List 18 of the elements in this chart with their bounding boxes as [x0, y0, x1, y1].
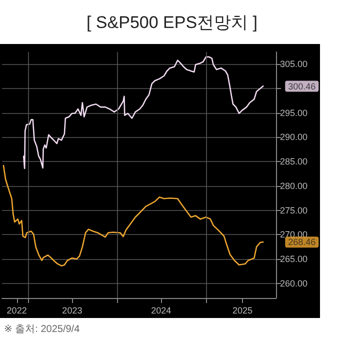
line-series	[2, 164, 264, 266]
y-tick-label: 260.00	[280, 278, 308, 288]
annotation: 300.46	[288, 81, 316, 92]
y-tick-label: 305.00	[280, 59, 308, 70]
chart-title: [ S&P500 EPS전망치 ]	[85, 12, 258, 34]
y-tick-label: 285.00	[280, 156, 308, 167]
y-tick-label: 290.00	[280, 132, 308, 142]
y-tick-label: 275.00	[280, 205, 308, 216]
x-tick-label: 2025	[232, 306, 252, 316]
line-series	[22, 56, 264, 170]
y-tick-label: 295.00	[280, 108, 308, 118]
text: ※ 출처: 2025/9/4	[3, 323, 81, 336]
x-tick-label: 2022	[6, 306, 27, 316]
x-tick-label: 2024	[151, 306, 172, 316]
y-tick-label: 265.00	[280, 254, 308, 264]
y-tick-label: 280.00	[280, 180, 308, 191]
x-tick-label: 2023	[62, 306, 82, 316]
annotation: 268.46	[288, 237, 316, 248]
